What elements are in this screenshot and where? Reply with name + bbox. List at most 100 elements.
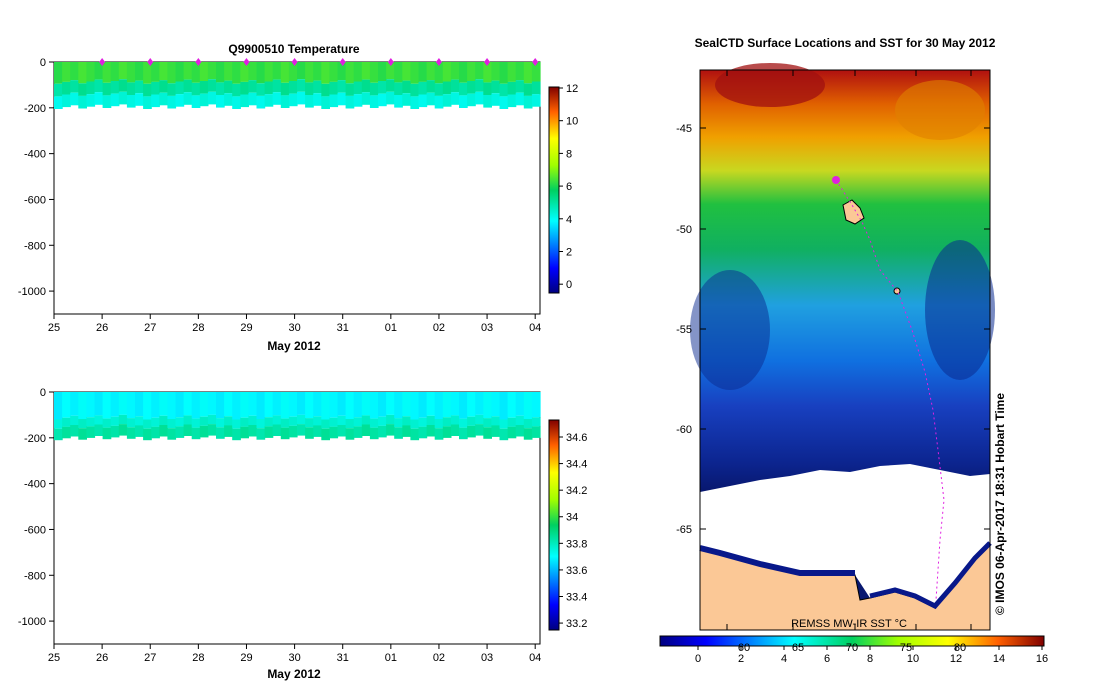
profile-cell: [118, 414, 128, 425]
profile-cell: [110, 425, 120, 438]
profile-cell: [62, 426, 71, 439]
profile-cell: [321, 428, 330, 441]
map-y-tick-label: -65: [676, 524, 692, 536]
profile-cell: [94, 424, 104, 436]
profile-cell: [459, 62, 468, 83]
profile-cell: [361, 79, 371, 93]
profile-cell: [264, 62, 274, 82]
profile-cell: [224, 425, 233, 437]
x-tick-label: 28: [192, 652, 204, 664]
profile-cell: [297, 424, 306, 436]
profile-cell: [467, 416, 476, 426]
profile-cell: [143, 419, 152, 429]
profile-cell: [378, 425, 387, 438]
profile-cell: [86, 417, 96, 427]
profile-cell: [361, 392, 371, 416]
profile-cell: [70, 415, 79, 425]
profile-cell: [78, 419, 87, 429]
profile-cell: [345, 428, 355, 440]
profile-cell: [321, 83, 330, 97]
profile-cell: [345, 83, 355, 96]
profile-cell: [337, 92, 347, 106]
profile-cell: [402, 425, 411, 437]
profile-cell: [151, 426, 160, 439]
profile-cell: [143, 392, 152, 420]
profile-cell: [191, 95, 201, 108]
profile-cell: [491, 392, 501, 417]
profile-cell: [54, 392, 63, 420]
profile-cell: [248, 62, 258, 81]
profile-cell: [126, 95, 136, 108]
profile-cell: [110, 81, 120, 94]
profile-cell: [110, 93, 120, 107]
temperature-x-label: May 2012: [267, 339, 321, 353]
profile-cell: [216, 95, 225, 108]
profile-cell: [329, 392, 339, 418]
profile-cell: [264, 426, 274, 438]
colorbar-tick-label: 12: [566, 83, 578, 95]
colorbar-tick-label: 33.6: [566, 565, 587, 577]
profile-cell: [450, 424, 460, 436]
profile-cell: [272, 62, 282, 80]
sst-colorbar-tick-label: 0: [695, 653, 701, 665]
profile-cell: [353, 81, 363, 95]
profile-cell: [353, 392, 363, 418]
x-tick-label: 02: [433, 322, 445, 334]
profile-cell: [280, 82, 290, 96]
profile-cell: [264, 392, 274, 418]
profile-cell: [248, 80, 258, 93]
cold-anomaly: [690, 270, 770, 390]
profile-cell: [216, 392, 225, 419]
profile-cell: [321, 96, 330, 109]
profile-cell: [224, 392, 233, 417]
profile-cell: [483, 427, 492, 439]
profile-cell: [54, 62, 63, 84]
y-tick-label: -800: [24, 240, 46, 252]
sst-colorbar-tick-label: 6: [824, 653, 830, 665]
profile-cell: [207, 414, 217, 425]
profile-cell: [515, 392, 525, 416]
y-tick-label: -800: [24, 570, 46, 582]
profile-cell: [321, 419, 330, 429]
profile-cell: [386, 62, 395, 80]
profile-cell: [118, 424, 128, 436]
profile-cell: [280, 392, 290, 419]
profile-cell: [305, 418, 314, 428]
profile-cell: [329, 94, 339, 108]
salinity-colorbar-ticks: 34.6 34.4 34.2 34 33.8 33.6 33.4 33.2: [559, 432, 587, 630]
profile-cell: [499, 419, 509, 429]
colorbar-tick-label: 34.6: [566, 432, 587, 444]
profile-cell: [475, 91, 484, 105]
profile-marker: [387, 58, 394, 66]
profile-cell: [240, 94, 249, 108]
x-tick-label: 29: [240, 322, 252, 334]
salinity-x-axis: 25 26 27 28 29 30 31 01 02 03 04: [48, 644, 541, 664]
profile-cell: [337, 62, 347, 81]
profile-cell: [297, 79, 306, 92]
profile-cell: [434, 392, 444, 419]
sst-colorbar-overlay-label: 70: [846, 642, 858, 654]
profile-cell: [135, 62, 144, 81]
profile-cell: [175, 417, 185, 427]
y-tick-label: 0: [40, 57, 46, 69]
profile-cell: [216, 427, 225, 439]
profile-cell: [207, 392, 217, 415]
x-tick-label: 31: [337, 652, 349, 664]
profile-marker: [243, 58, 250, 66]
profile-cell: [110, 392, 120, 417]
map-frame: [699, 69, 991, 631]
profile-cell: [288, 416, 298, 426]
x-tick-label: 03: [481, 322, 493, 334]
profile-cell: [288, 392, 298, 417]
profile-cell: [126, 82, 136, 95]
profile-cell: [418, 417, 428, 427]
profile-cell: [175, 426, 185, 438]
profile-cell: [475, 392, 484, 415]
profile-cell: [394, 418, 403, 428]
profile-cell: [288, 425, 298, 438]
profile-cell: [345, 62, 355, 84]
profile-cell: [353, 62, 363, 82]
profile-cell: [426, 92, 436, 106]
profile-cell: [54, 83, 63, 97]
